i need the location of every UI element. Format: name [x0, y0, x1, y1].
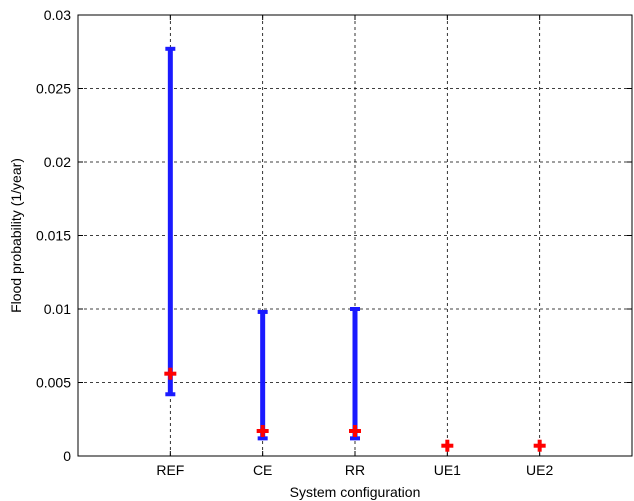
x-tick-label: UE2 [526, 462, 553, 478]
point-marker-ref [164, 367, 177, 380]
x-tick-label: UE1 [434, 462, 461, 478]
point-marker-ce [256, 425, 269, 438]
point-marker-rr [349, 425, 361, 438]
point-marker-ue1 [441, 439, 454, 452]
x-tick-label: RR [345, 462, 365, 478]
x-tick-label: REF [156, 462, 184, 478]
point-marker-ue2 [533, 439, 546, 452]
axes [77, 14, 633, 457]
y-tick-label: 0.025 [36, 81, 71, 97]
chart-marks [164, 46, 546, 452]
tick-labels: 0 0.005 0.01 0.015 0.02 0.025 0.03 REF CE RR UE1 UE… [36, 7, 554, 478]
y-axis-label: Flood probability (1/year) [8, 158, 24, 313]
y-tick-label: 0.02 [44, 154, 71, 170]
y-tick-label: 0.015 [36, 228, 71, 244]
y-tick-label: 0.03 [44, 7, 71, 23]
plot-frame [77, 14, 633, 457]
x-axis-label: System configuration [290, 484, 421, 500]
y-tick-label: 0 [63, 448, 71, 464]
y-tick-label: 0.01 [44, 301, 71, 317]
x-tick-label: CE [253, 462, 272, 478]
y-tick-label: 0.005 [36, 375, 71, 391]
